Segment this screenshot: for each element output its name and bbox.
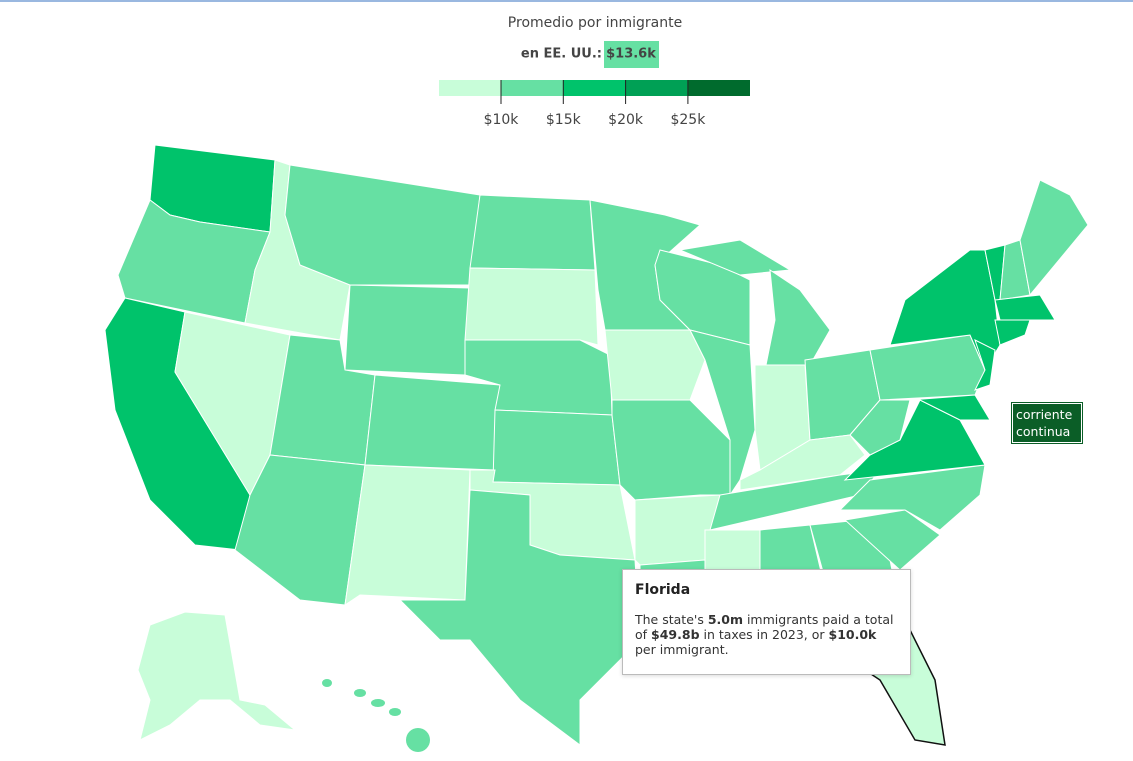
tooltip-text: 5.0m <box>707 612 743 627</box>
us-label: en EE. UU.: <box>521 47 602 62</box>
state <box>364 374 501 471</box>
state <box>843 509 941 571</box>
legend-tick-label: $20k <box>608 112 644 128</box>
state <box>869 334 986 401</box>
legend-bin <box>563 80 625 96</box>
state <box>322 679 430 752</box>
state <box>344 464 471 607</box>
state <box>838 464 986 531</box>
state <box>398 489 641 746</box>
legend-ticks: $10k $15k $20k $25k <box>484 80 706 128</box>
legend-bin <box>688 80 750 96</box>
state <box>994 294 1056 321</box>
tooltip-title: Florida <box>635 582 691 598</box>
state <box>469 194 596 271</box>
state <box>678 239 792 276</box>
legend-scale <box>439 80 750 96</box>
states <box>104 144 1089 752</box>
legend-tick-label: $15k <box>546 112 582 128</box>
state <box>464 267 599 346</box>
legend-tick-label: $25k <box>670 112 706 128</box>
us-value-box <box>604 41 659 68</box>
legend-title: Promedio por inmigrante <box>508 15 682 31</box>
state <box>689 329 756 497</box>
legend-bin <box>439 80 501 96</box>
state <box>604 329 706 401</box>
state <box>284 164 481 286</box>
state <box>1019 179 1089 297</box>
tooltip-text: $10.0k <box>828 627 877 642</box>
legend-bin <box>501 80 563 96</box>
state <box>739 434 866 491</box>
tooltip-text: per immigrant. <box>635 642 729 657</box>
tooltip-body: The state's 5.0m immigrants paid a total… <box>635 612 898 657</box>
tooltip-text: $49.8b <box>651 627 700 642</box>
legend-bin <box>625 80 688 96</box>
state <box>492 409 621 486</box>
state <box>909 394 991 421</box>
state <box>137 611 297 741</box>
legend-tick-label: $10k <box>484 112 520 128</box>
tooltip-text: in taxes in 2023, or <box>699 627 829 642</box>
state <box>344 284 471 376</box>
tooltip-text: The state's <box>635 612 708 627</box>
state <box>974 339 996 391</box>
state <box>764 268 831 371</box>
state <box>849 399 911 456</box>
state <box>611 399 731 501</box>
annotation: corriente continua <box>1011 402 1083 444</box>
tooltip: Florida The state's 5.0m immigrants paid… <box>622 569 911 675</box>
us-value: $13.6k <box>606 47 656 62</box>
state <box>994 319 1031 346</box>
tooltip-text: immigrants paid a total of <box>635 612 894 642</box>
